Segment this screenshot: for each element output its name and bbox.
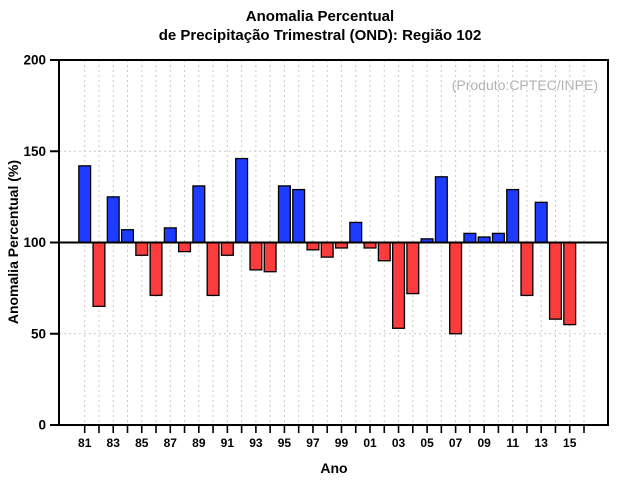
bar-93 [249,241,263,271]
x-axis-label: Ano [320,460,348,476]
y-tick-label: 200 [23,53,46,68]
bar-81 [78,165,92,244]
bar-98 [320,241,334,258]
bar-12 [520,241,534,297]
y-tick-label: 100 [23,235,46,250]
bar-84 [120,229,135,244]
x-tick-label: 89 [192,436,206,450]
chart-title-line2: de Precipitação Trimestral (OND): Região… [158,27,482,44]
bar-02 [377,241,391,262]
bar-00 [349,221,363,244]
x-tick-label: 13 [535,436,549,450]
bar-85 [135,241,149,256]
y-tick-label: 50 [31,326,46,341]
chart-title-line1: Anomalia Percentual [245,8,395,25]
x-tick-label: 81 [78,436,92,450]
bar-07 [449,241,463,335]
x-tick-label: 11 [506,436,519,450]
bar-90 [206,241,220,297]
x-tick-label: 93 [249,436,263,450]
bar-91 [220,241,234,256]
bar-13 [534,201,548,244]
bar-08 [463,232,477,244]
bar-89 [192,185,206,244]
bar-14 [548,241,563,320]
x-tick-label: 01 [363,436,377,450]
x-tick-label: 85 [135,436,149,450]
x-tick-label: 95 [278,436,292,450]
bar-87 [163,227,177,244]
bar-04 [406,241,420,295]
x-tick-label: 91 [221,436,235,450]
bar-94 [263,241,277,273]
bar-96 [292,188,306,244]
bar-97 [306,241,320,251]
x-tick-label: 87 [164,436,178,450]
x-tick-label: 99 [335,436,349,450]
bar-95 [277,185,291,244]
y-tick-label: 0 [38,418,46,433]
x-tick-label: 09 [477,436,491,450]
bar-15 [563,241,577,326]
produto-annotation: (Produto:CPTEC/INPE) [451,77,598,93]
bar-03 [391,241,406,329]
x-tick-label: 97 [306,436,320,450]
bar-11 [506,188,520,244]
bar-10 [491,232,505,244]
bar-86 [149,241,163,297]
bar-83 [106,196,120,244]
bar-92 [235,157,249,244]
y-tick-label: 150 [23,144,46,159]
bar-82 [92,241,106,308]
x-tick-label: 03 [392,436,406,450]
bar-06 [434,176,448,244]
x-tick-label: 15 [563,436,577,450]
x-tick-label: 05 [420,436,434,450]
x-tick-label: 07 [449,436,463,450]
bar-88 [178,241,192,253]
x-tick-label: 83 [107,436,121,450]
